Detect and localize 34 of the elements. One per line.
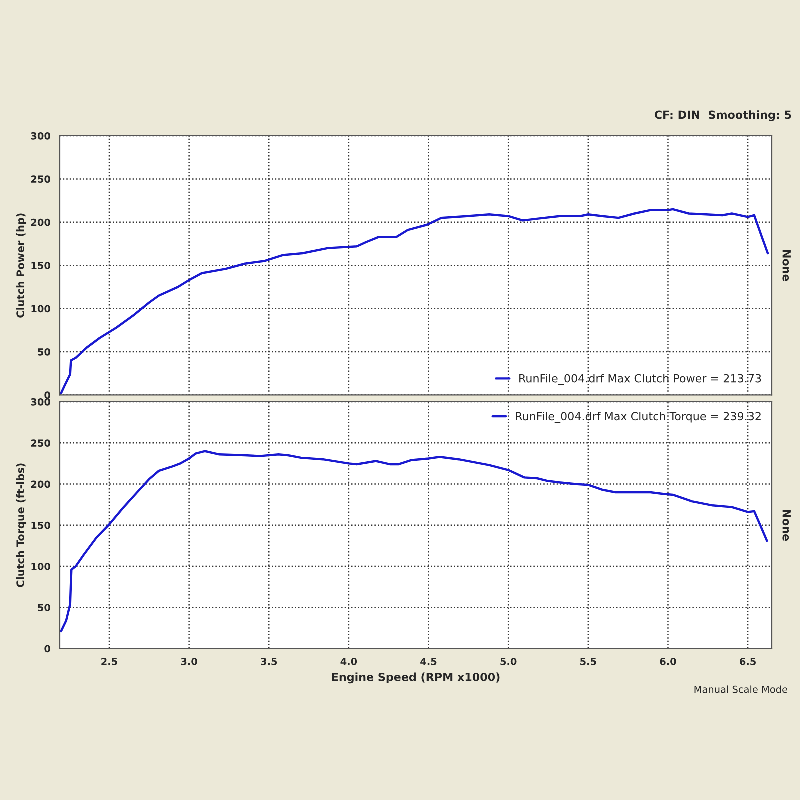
y-tick-label: 150 [32, 262, 51, 270]
y-tick-label: 250 [31, 176, 51, 184]
x-tick-label: 4.5 [420, 658, 437, 666]
y-tick-label: 0 [44, 645, 51, 653]
y-tick-label: 300 [31, 132, 51, 140]
x-tick-label: 3.0 [181, 658, 198, 666]
y-axis-title: Clutch Power (hp) [16, 214, 27, 318]
x-tick-label: 6.5 [740, 658, 756, 666]
y-tick-label: 50 [38, 604, 51, 612]
legend-label: RunFile_004.drf Max Clutch Torque = 239.32 [516, 412, 761, 424]
y-tick-label: 300 [31, 398, 51, 406]
y2-axis-title: None [782, 510, 791, 542]
text: CF: DIN Smoothing: 5 [654, 110, 792, 122]
y-tick-label: 200 [31, 480, 51, 488]
x-tick-label: 3.5 [261, 658, 278, 666]
y-tick-label: 100 [32, 305, 51, 313]
y2-axis-title: None [782, 250, 791, 282]
x-tick-label: 6.0 [660, 658, 676, 666]
x-tick-label: 4.0 [340, 658, 358, 666]
y-tick-label: 250 [31, 440, 51, 447]
x-tick-label: 2.5 [102, 658, 118, 666]
text: Manual Scale Mode [694, 686, 788, 694]
y-tick-label: 50 [38, 348, 51, 356]
y-tick-label: 200 [31, 218, 51, 226]
legend-label: RunFile_004.drf Max Clutch Power = 213.73 [520, 374, 762, 386]
y-tick-label: 100 [32, 563, 51, 570]
x-tick-label: 5.5 [580, 658, 596, 666]
y-tick-label: 0 [44, 392, 51, 400]
y-axis-title: Clutch Torque (ft-lbs) [16, 464, 27, 588]
line-series [60, 450, 768, 633]
x-tick-label: 5.0 [500, 658, 517, 666]
line-series [60, 208, 770, 395]
x-axis-title: Engine Speed (RPM x1000) [332, 672, 500, 684]
y-tick-label: 150 [32, 522, 51, 530]
